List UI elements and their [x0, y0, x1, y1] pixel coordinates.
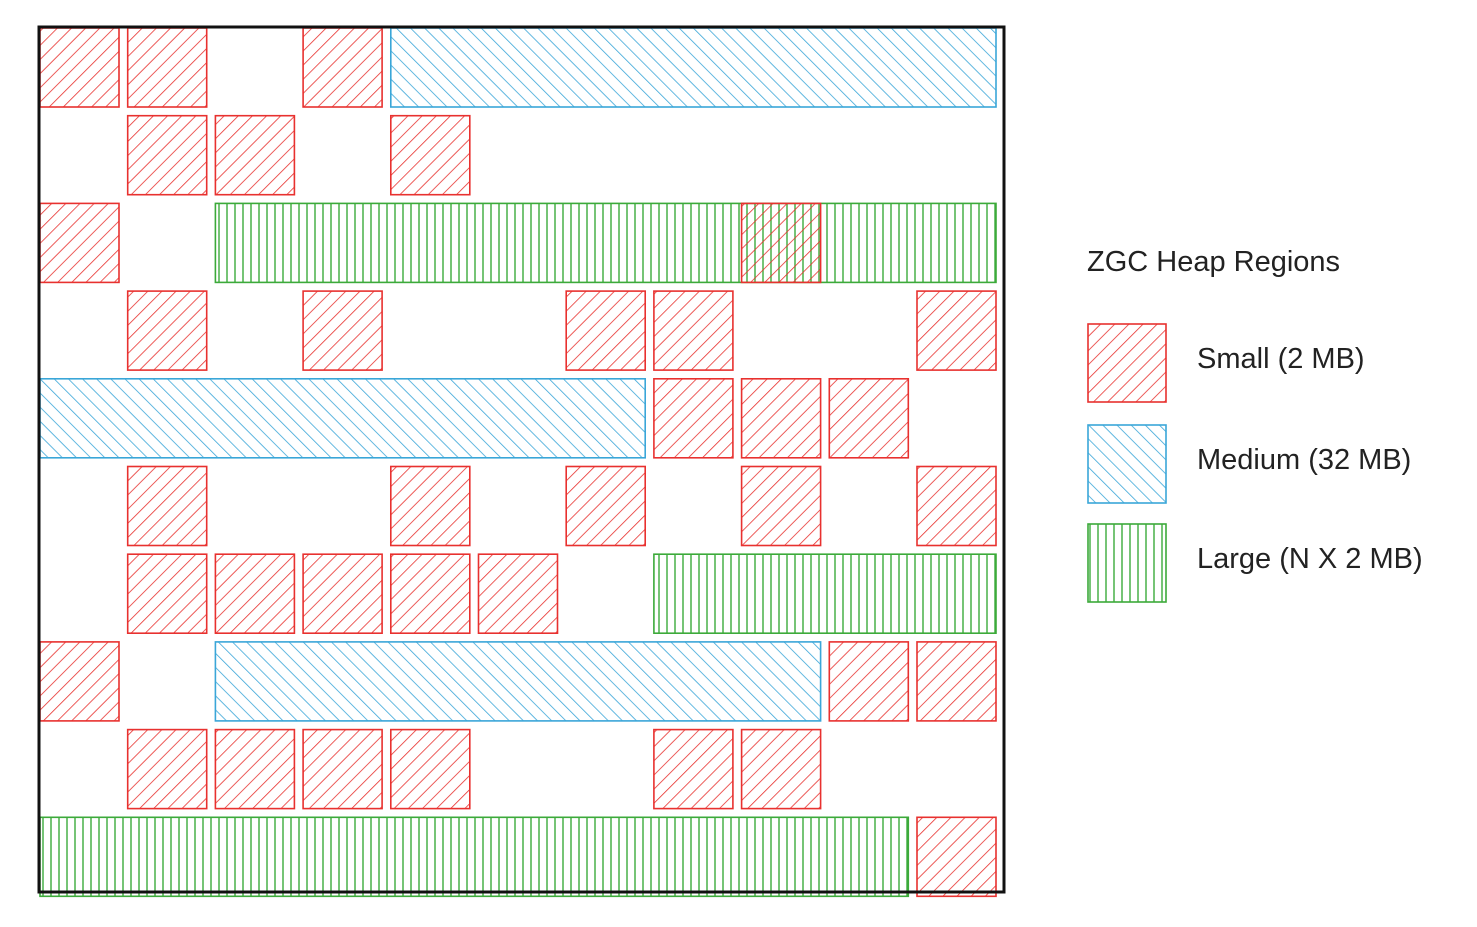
small-region: [653, 290, 734, 371]
small-region: [477, 553, 559, 635]
small-region: [565, 290, 647, 371]
medium-region: [39, 377, 647, 459]
small-region: [389, 465, 471, 547]
small-region: [126, 465, 208, 547]
legend-label-large: Large (N X 2 MB): [1197, 543, 1423, 575]
small-region: [828, 641, 910, 722]
small-region: [740, 728, 822, 810]
large-region: [39, 816, 910, 898]
small-region: [653, 377, 734, 459]
small-region: [916, 816, 997, 898]
small-region: [126, 114, 208, 196]
small-region: [389, 728, 471, 810]
regions-layer: [39, 27, 997, 898]
small-region-swatch: [1087, 323, 1167, 403]
large-region: [214, 202, 997, 284]
large-region: [653, 553, 997, 635]
small-region: [214, 728, 296, 810]
small-region: [828, 377, 910, 459]
small-region: [302, 553, 383, 635]
small-region: [916, 290, 997, 371]
medium-region: [389, 27, 997, 108]
small-region: [302, 728, 383, 810]
legend-label-small: Small (2 MB): [1197, 343, 1365, 375]
small-region: [126, 27, 208, 108]
small-region: [126, 553, 208, 635]
small-region: [653, 728, 734, 810]
small-region: [302, 290, 383, 371]
heap-diagram: [37, 25, 1006, 898]
small-region: [565, 465, 647, 547]
small-region: [214, 114, 296, 196]
medium-region-swatch: [1087, 424, 1167, 504]
small-region: [389, 114, 471, 196]
small-region: [916, 465, 997, 547]
small-region: [39, 27, 120, 108]
large-region-swatch: [1087, 523, 1167, 603]
small-region: [214, 553, 296, 635]
small-region: [39, 202, 120, 284]
heap-border: [37, 25, 1006, 894]
small-region: [740, 202, 822, 284]
small-region: [302, 27, 383, 108]
small-region: [126, 290, 208, 371]
small-region: [740, 377, 822, 459]
small-region: [916, 641, 997, 722]
small-region: [39, 641, 120, 722]
medium-region: [214, 641, 822, 722]
legend-title: ZGC Heap Regions: [1087, 246, 1341, 278]
small-region: [126, 728, 208, 810]
legend-label-medium: Medium (32 MB): [1197, 444, 1412, 476]
small-region: [389, 553, 471, 635]
small-region: [740, 465, 822, 547]
